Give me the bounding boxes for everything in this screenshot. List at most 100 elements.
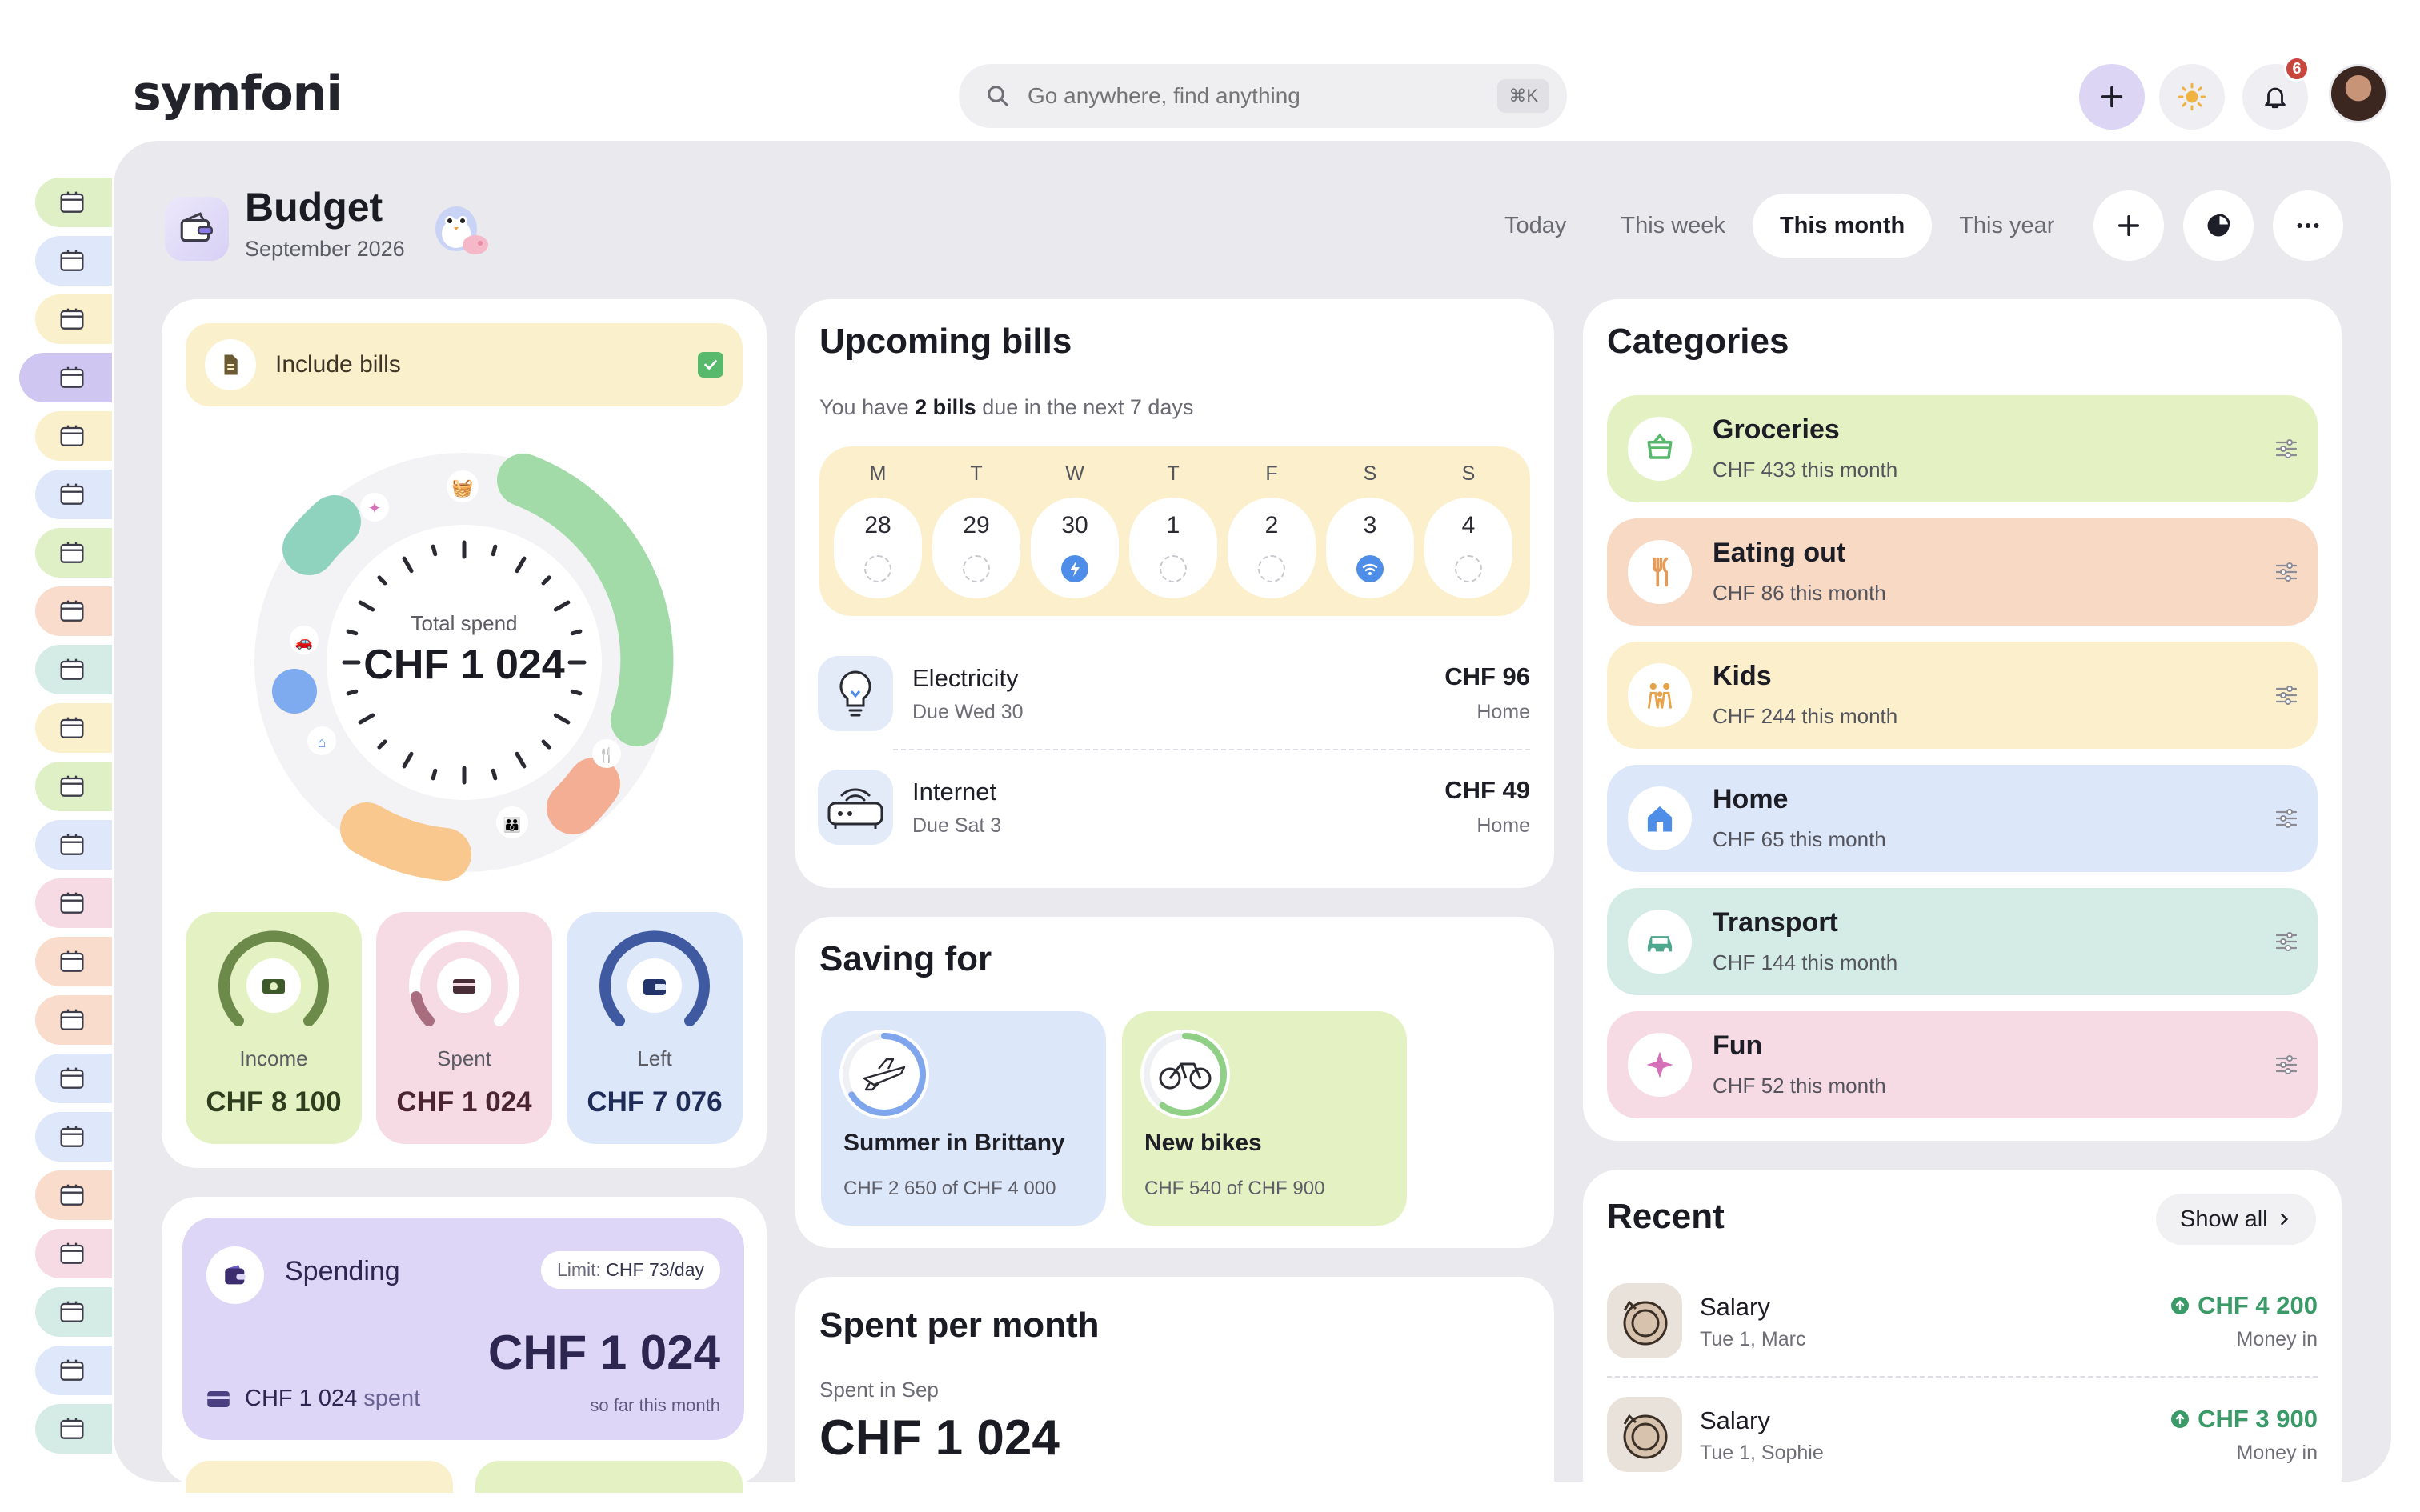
spending-title: Spending (285, 1256, 400, 1286)
sidebar-item-bills[interactable] (35, 236, 112, 286)
sparkle-icon: ✦ (368, 500, 382, 518)
gauge-tick (377, 575, 387, 586)
bolt-icon (1061, 555, 1088, 582)
category-eating-out[interactable]: Eating out CHF 86 this month (1607, 518, 2318, 626)
left-card[interactable]: Left CHF 7 076 (567, 912, 743, 1144)
gauge-tick (553, 713, 571, 725)
sidebar-item-camera[interactable] (35, 878, 112, 928)
empty-slot (1258, 555, 1285, 582)
add-button[interactable] (2079, 64, 2145, 130)
page-subtitle: September 2026 (245, 237, 405, 261)
sidebar-item-house[interactable] (35, 1287, 112, 1337)
spending-note: so far this month (590, 1395, 720, 1415)
category-amount: CHF 65 this month (1713, 827, 1886, 851)
spending-limit-badge: Limit: CHF 73/day (540, 1251, 720, 1289)
sidebar-item-garden[interactable] (35, 820, 112, 870)
more-options-button[interactable] (2273, 190, 2343, 261)
transaction-details: Tue 1, Marc (1700, 1328, 1806, 1350)
check-icon (704, 360, 717, 370)
category-amount: CHF 144 this month (1713, 950, 1898, 974)
sliders-icon[interactable] (2274, 1054, 2298, 1075)
sidebar-item-meals[interactable] (35, 586, 112, 636)
sidebar-item-recipes[interactable] (35, 528, 112, 578)
mascot-illustration (435, 206, 488, 254)
sidebar-item-documents[interactable] (35, 294, 112, 344)
bill-row-internet[interactable]: Internet Due Sat 3 CHF 49 Home (818, 770, 1530, 850)
calendar-day[interactable]: 3 (1326, 498, 1414, 598)
sidebar-item-cleaning[interactable] (35, 411, 112, 461)
search-input[interactable] (1028, 83, 1498, 109)
sidebar-nav (19, 178, 115, 1462)
weekday-label: W (1065, 462, 1084, 485)
sidebar-item-letters[interactable] (35, 1229, 112, 1278)
gauge-tick (515, 751, 527, 769)
home-icon (60, 191, 84, 213)
sidebar-item-home[interactable] (35, 178, 112, 227)
sliders-icon[interactable] (2274, 438, 2298, 459)
income-card[interactable]: Income CHF 8 100 (186, 912, 362, 1144)
recent-transaction[interactable]: Salary Tue 1, Sophie CHF 3 900 Money in (1607, 1397, 2318, 1477)
saving-for-title: Saving for (819, 939, 992, 978)
include-bills-toggle[interactable]: Include bills (186, 323, 743, 406)
spent-card[interactable]: Spent CHF 1 024 (376, 912, 552, 1144)
notifications-button[interactable]: 6 (2242, 56, 2310, 130)
bill-amount: CHF 49 (1444, 776, 1530, 804)
page-title: Budget (245, 185, 383, 230)
sidebar-item-car[interactable] (35, 762, 112, 811)
show-all-button[interactable]: Show all (2156, 1194, 2316, 1245)
user-avatar[interactable] (2329, 64, 2388, 123)
sidebar-item-pets[interactable] (35, 1404, 112, 1454)
sliders-icon[interactable] (2274, 931, 2298, 952)
transaction-amount: CHF 3 900 (2170, 1405, 2318, 1434)
calendar-day[interactable]: 1 (1129, 498, 1217, 598)
saving-goal-new-bikes[interactable]: New bikes CHF 540 of CHF 900 (1122, 1011, 1407, 1226)
sidebar-item-hobby[interactable] (35, 995, 112, 1045)
gauge-segment-transport (282, 495, 361, 575)
sliders-icon[interactable] (2274, 685, 2298, 706)
tab-today[interactable]: Today (1504, 212, 1567, 238)
sliders-icon[interactable] (2274, 808, 2298, 829)
include-bills-checkbox[interactable] (698, 352, 723, 378)
calendar-day[interactable]: 30 (1031, 498, 1119, 598)
calendar-day[interactable]: 28 (834, 498, 922, 598)
sidebar-item-weather[interactable] (35, 1054, 112, 1103)
weekday-label: S (1461, 462, 1476, 485)
search-bar[interactable]: ⌘K (959, 64, 1567, 128)
theme-toggle-button[interactable] (2159, 64, 2225, 130)
category-name: Fun (1713, 1030, 1763, 1061)
sun-icon (2178, 82, 2206, 111)
sidebar-item-reading[interactable] (35, 1112, 112, 1162)
sidebar-item-school[interactable] (35, 703, 112, 753)
sidebar-item-storage[interactable] (35, 937, 112, 986)
sidebar-item-budget[interactable] (19, 353, 112, 402)
calendar-day[interactable]: 29 (932, 498, 1020, 598)
recent-title: Recent (1607, 1197, 1725, 1236)
tab-this-month[interactable]: This month (1752, 194, 1933, 258)
sidebar-item-calendar[interactable] (35, 645, 112, 694)
sliders-icon[interactable] (2274, 562, 2298, 582)
recent-transaction[interactable]: Salary Tue 1, Marc CHF 4 200 Money in (1607, 1283, 2318, 1363)
app-logo[interactable]: symfoni (133, 66, 343, 122)
budget-wallet-icon (165, 197, 229, 261)
report-button[interactable] (2183, 190, 2254, 261)
gauge-tick (570, 629, 583, 636)
calendar-day[interactable]: 4 (1424, 498, 1512, 598)
bill-row-electricity[interactable]: Electricity Due Wed 30 CHF 96 Home (818, 656, 1530, 736)
arrow-up-circle-icon (2171, 1297, 2190, 1314)
sidebar-item-checklist[interactable] (35, 470, 112, 519)
category-fun[interactable]: Fun CHF 52 this month (1607, 1011, 2318, 1118)
category-transport[interactable]: Transport CHF 144 this month (1607, 888, 2318, 995)
saving-goal-summer-in-brittany[interactable]: Summer in Brittany CHF 2 650 of CHF 4 00… (821, 1011, 1106, 1226)
category-groceries[interactable]: Groceries CHF 433 this month (1607, 395, 2318, 502)
add-entry-button[interactable] (2093, 190, 2164, 261)
plus-icon (2101, 86, 2123, 108)
spending-summary[interactable]: Spending Limit: CHF 73/day CHF 1 024 CHF… (182, 1218, 744, 1440)
sidebar-item-photos[interactable] (35, 1170, 112, 1220)
calendar-day[interactable]: 2 (1228, 498, 1316, 598)
category-kids[interactable]: Kids CHF 244 this month (1607, 642, 2318, 749)
gauge-segment-home (272, 669, 317, 714)
tab-this-week[interactable]: This week (1621, 212, 1725, 238)
category-home[interactable]: Home CHF 65 this month (1607, 765, 2318, 872)
sidebar-item-library[interactable] (35, 1346, 112, 1395)
tab-this-year[interactable]: This year (1959, 212, 2055, 238)
